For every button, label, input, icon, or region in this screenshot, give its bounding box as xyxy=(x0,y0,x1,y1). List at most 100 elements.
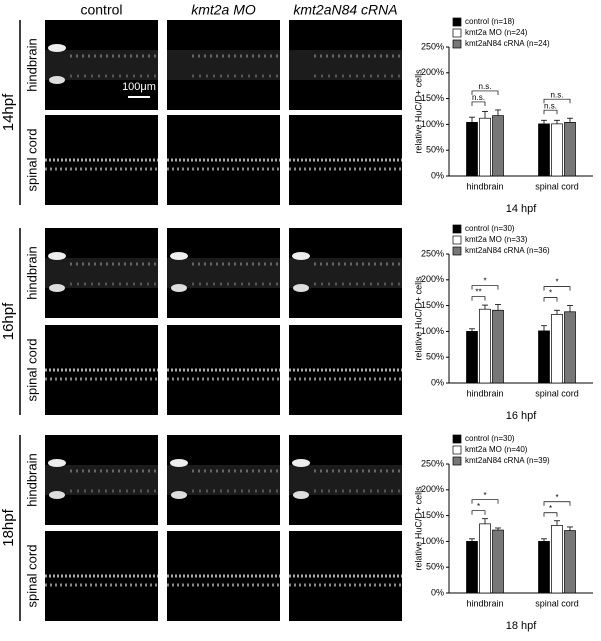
y-tick-label: 250% xyxy=(421,41,444,51)
y-tick-label: 100% xyxy=(421,326,444,336)
significance-bracket xyxy=(543,512,558,517)
bar xyxy=(466,331,478,384)
significance-bracket xyxy=(471,285,499,290)
significance-label: ** xyxy=(475,288,481,297)
legend-swatch xyxy=(452,445,462,455)
significance-label: * xyxy=(549,289,552,298)
row-label: hindbrain xyxy=(24,453,39,507)
y-tick-label: 200% xyxy=(421,484,444,494)
legend-label: control (n=30) xyxy=(465,434,515,443)
bar xyxy=(492,529,504,594)
significance-bracket xyxy=(543,501,571,506)
significance-label: n.s. xyxy=(544,101,557,110)
bar xyxy=(538,541,550,594)
y-tick-label: 50% xyxy=(426,352,444,362)
y-tick-label: 0% xyxy=(431,377,444,387)
legend-swatch xyxy=(452,456,462,466)
legend-swatch xyxy=(452,39,462,49)
y-axis-label: relative HuC/D+ cells xyxy=(413,486,423,571)
cell-cluster xyxy=(292,459,310,467)
cell-cluster xyxy=(292,252,310,260)
y-tick-label: 150% xyxy=(421,300,444,310)
significance-label: * xyxy=(483,277,486,286)
stage-label: 14hpf xyxy=(0,93,17,131)
stage-label: 18hpf xyxy=(0,508,17,546)
legend-label: kmt2aN84 cRNA (n=24) xyxy=(465,39,550,48)
x-tick-label: hindbrain xyxy=(466,388,503,398)
cell-cluster xyxy=(293,491,309,499)
significance-label: n.s. xyxy=(479,82,492,91)
significance-label: n.s. xyxy=(551,90,564,99)
y-tick-label: 200% xyxy=(421,274,444,284)
cell-cluster xyxy=(49,76,65,84)
legend-swatch xyxy=(452,28,462,38)
row-label: hindbrain xyxy=(24,38,39,92)
bar xyxy=(466,541,478,594)
significance-bracket xyxy=(471,510,486,515)
significance-bracket xyxy=(543,98,571,104)
bar xyxy=(564,121,576,177)
y-tick-label: 250% xyxy=(421,458,444,468)
bar xyxy=(564,311,576,384)
y-tick-label: 150% xyxy=(421,93,444,103)
y-tick-label: 50% xyxy=(426,562,444,572)
bar xyxy=(479,117,491,177)
legend-label: kmt2aN84 cRNA (n=39) xyxy=(465,456,550,465)
x-tick-label: hindbrain xyxy=(466,181,503,191)
row-label: spinal cord xyxy=(24,339,39,402)
chart-title: 14 hpf xyxy=(506,203,538,215)
significance-bracket xyxy=(471,499,499,504)
significance-bracket xyxy=(543,286,571,291)
y-tick-label: 150% xyxy=(421,510,444,520)
significance-label: * xyxy=(549,504,552,513)
y-tick-label: 100% xyxy=(421,119,444,129)
cell-cluster xyxy=(48,252,66,260)
bar xyxy=(551,123,563,177)
x-tick-label: spinal cord xyxy=(535,181,579,191)
significance-bracket xyxy=(471,296,486,301)
y-tick-label: 200% xyxy=(421,67,444,77)
significance-label: * xyxy=(555,493,558,502)
significance-label: * xyxy=(555,278,558,287)
y-tick-label: 0% xyxy=(431,170,444,180)
cell-cluster xyxy=(171,284,187,292)
legend-label: kmt2aN84 cRNA (n=36) xyxy=(465,246,550,255)
y-tick-label: 250% xyxy=(421,248,444,258)
legend-label: control (n=18) xyxy=(465,17,515,26)
bar xyxy=(466,121,478,177)
y-tick-label: 50% xyxy=(426,145,444,155)
row-label: spinal cord xyxy=(24,545,39,608)
bar xyxy=(538,123,550,177)
cell-cluster xyxy=(170,252,188,260)
bar xyxy=(564,530,576,594)
bar xyxy=(551,314,563,384)
bar xyxy=(492,309,504,384)
bar xyxy=(479,523,491,594)
bar xyxy=(492,115,504,177)
x-tick-label: spinal cord xyxy=(535,598,579,608)
chart-title: 18 hpf xyxy=(506,620,538,632)
significance-bracket xyxy=(543,297,558,302)
y-axis-label: relative HuC/D+ cells xyxy=(413,69,423,154)
chart-title: 16 hpf xyxy=(506,410,538,422)
row-label: hindbrain xyxy=(24,246,39,300)
legend-swatch xyxy=(452,235,462,245)
cell-cluster xyxy=(48,459,66,467)
cell-cluster xyxy=(171,491,187,499)
legend-label: kmt2a MO (n=40) xyxy=(465,445,528,454)
significance-label: n.s. xyxy=(472,93,485,102)
y-tick-label: 0% xyxy=(431,587,444,597)
legend-swatch xyxy=(452,434,462,444)
legend-swatch xyxy=(452,224,462,234)
legend-label: kmt2a MO (n=24) xyxy=(465,28,528,37)
scale-bar-label: 100μm xyxy=(122,81,156,93)
x-tick-label: hindbrain xyxy=(466,598,503,608)
cell-cluster xyxy=(293,284,309,292)
significance-bracket xyxy=(471,90,499,95)
legend-label: kmt2a MO (n=33) xyxy=(465,235,528,244)
legend-swatch xyxy=(452,17,462,27)
cell-cluster xyxy=(49,284,65,292)
cell-cluster xyxy=(48,44,66,52)
row-label: spinal cord xyxy=(24,129,39,192)
